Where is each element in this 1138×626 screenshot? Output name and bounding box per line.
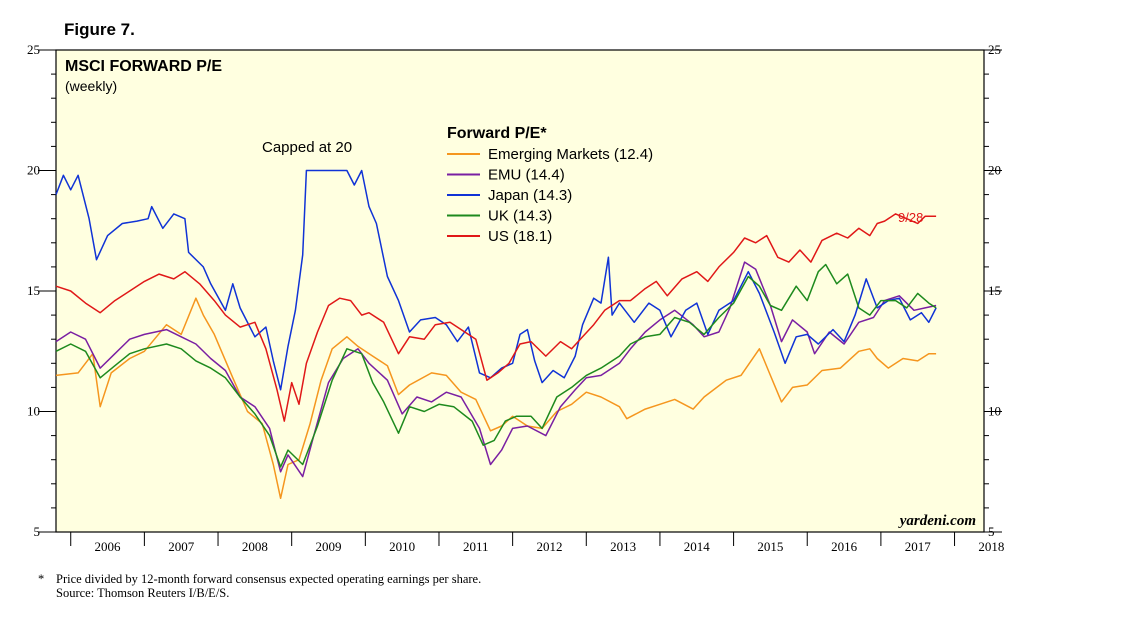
footnote-line-2: Source: Thomson Reuters I/B/E/S. [38, 586, 481, 600]
x-tick-label: 2008 [242, 539, 268, 554]
x-tick-label: 2018 [978, 539, 1004, 554]
chart-title: MSCI FORWARD P/E [65, 58, 222, 75]
series-line [55, 213, 937, 422]
capped-annotation: Capped at 20 [262, 139, 352, 156]
x-tick-label: 2013 [610, 539, 636, 554]
y-tick-label-left: 25 [27, 42, 40, 57]
x-tick-label: 2015 [757, 539, 783, 554]
y-tick-label-right: 25 [988, 42, 1001, 57]
y-tick-label-right: 15 [988, 283, 1001, 298]
x-tick-label: 2009 [316, 539, 342, 554]
series-line [55, 297, 937, 500]
legend-label: Japan (14.3) [488, 187, 572, 204]
legend-label: EMU (14.4) [488, 167, 565, 184]
series-line [55, 263, 937, 468]
watermark: yardeni.com [898, 513, 976, 529]
footnote-text: Price divided by 12-month forward consen… [56, 572, 482, 586]
end-date-label: 9/28 [898, 210, 923, 225]
y-tick-label-left: 10 [27, 404, 40, 419]
footnote-line-1: * Price divided by 12-month forward conse… [38, 572, 481, 586]
legend-label: Emerging Markets (12.4) [488, 146, 653, 163]
y-tick-label-right: 20 [988, 163, 1001, 178]
source-text: Source: Thomson Reuters I/B/E/S. [56, 586, 230, 600]
legend: Emerging Markets (12.4) EMU (14.4) Japan (… [447, 146, 653, 245]
footnote-marker: * [38, 572, 45, 586]
legend-label: UK (14.3) [488, 208, 552, 225]
x-tick-label: 2014 [684, 539, 711, 554]
x-tick-label: 2006 [95, 539, 122, 554]
series-line [55, 261, 937, 478]
x-tick-label: 2016 [831, 539, 858, 554]
chart-subtitle: (weekly) [65, 78, 117, 94]
x-tick-label: 2017 [905, 539, 932, 554]
axes: 5 5 10 10 15 15 20 20 25 25 2006 2007 2008 2009 2010 20… [27, 42, 1004, 554]
figure-label: Figure 7. [64, 20, 135, 39]
plot-area [55, 49, 985, 533]
y-tick-label-right: 5 [988, 524, 995, 539]
y-tick-label-left: 20 [27, 163, 40, 178]
y-tick-label-right: 10 [988, 404, 1001, 419]
x-tick-label: 2010 [389, 539, 415, 554]
footnote: * Price divided by 12-month forward conse… [38, 572, 481, 600]
y-tick-label-left: 15 [27, 283, 40, 298]
series-lines [55, 169, 937, 500]
legend-title: Forward P/E* [447, 125, 547, 142]
legend-label: US (18.1) [488, 228, 552, 245]
x-tick-label: 2007 [168, 539, 195, 554]
x-tick-label: 2011 [463, 539, 489, 554]
x-tick-label: 2012 [536, 539, 562, 554]
y-tick-label-left: 5 [34, 524, 41, 539]
